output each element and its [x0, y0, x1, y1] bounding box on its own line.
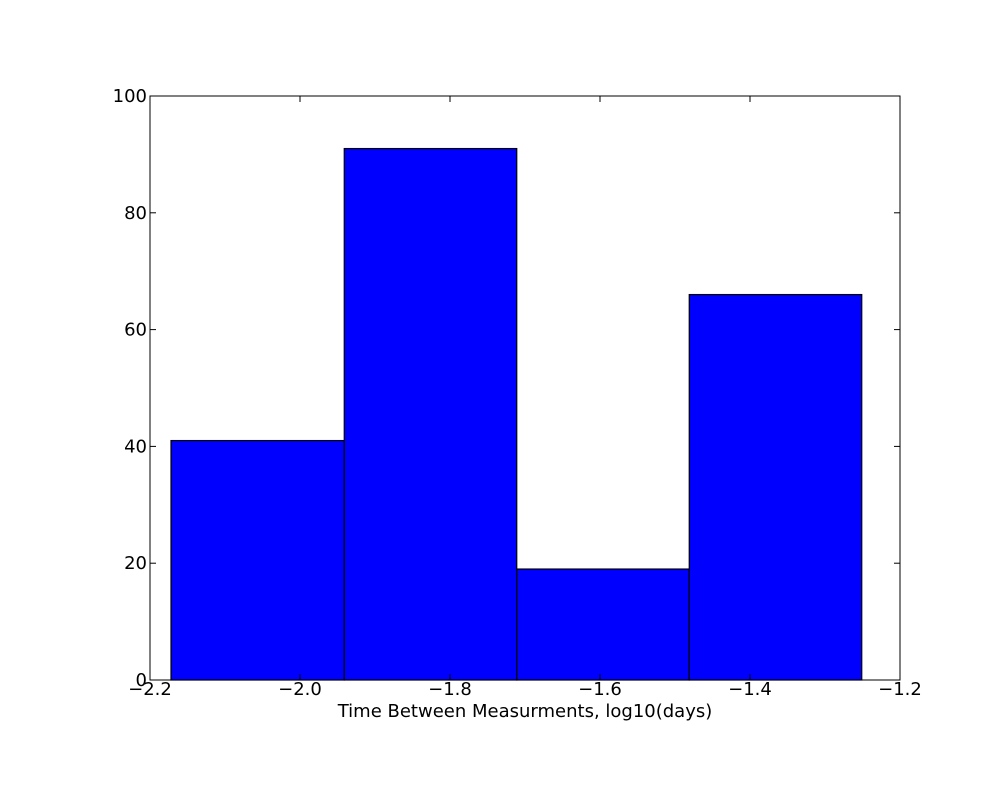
- x-tick-label: −1.4: [728, 679, 772, 700]
- labels-layer: −2.2 −2.0 −1.8 −1.6 −1.4 −1.2 0 20 40 60 80 100: [113, 86, 922, 700]
- x-tick-label: −1.8: [428, 679, 472, 700]
- y-tick-label: 60: [124, 320, 147, 341]
- histogram-bar-1: [170, 439, 345, 681]
- y-tick-label: 20: [124, 553, 147, 574]
- y-tick-label: 40: [124, 436, 147, 457]
- y-tick-label: 80: [124, 203, 147, 224]
- histogram-bar-3: [516, 568, 690, 681]
- histogram-bar-2: [343, 147, 518, 681]
- x-tick-label: −2.0: [278, 679, 322, 700]
- x-tick-label: −1.2: [878, 679, 922, 700]
- plot-frame: [149, 95, 901, 681]
- y-tick-label: 100: [113, 86, 147, 107]
- x-tick-label: −1.6: [578, 679, 622, 700]
- bars-layer: [170, 147, 863, 681]
- histogram-bar-4: [688, 293, 863, 681]
- x-axis-label: Time Between Measurments, log10(days): [337, 701, 713, 722]
- y-tick-label: 0: [136, 670, 147, 691]
- x-tick-label: −2.2: [128, 679, 172, 700]
